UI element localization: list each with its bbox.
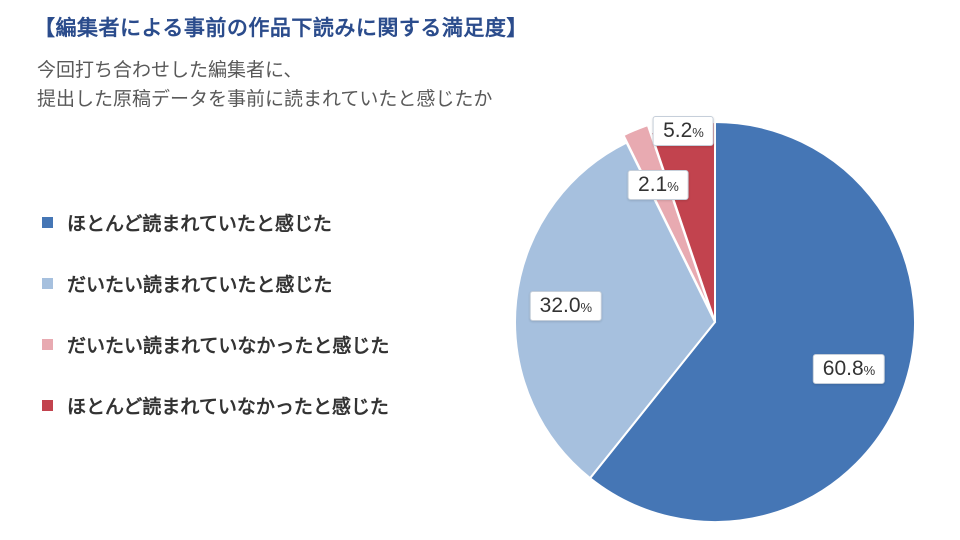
pie-slice-1 bbox=[514, 141, 717, 480]
legend-label: ほとんど読まれていたと感じた bbox=[67, 213, 332, 235]
legend-label: だいたい読まれていなかったと感じた bbox=[67, 335, 390, 357]
legend-swatch-icon bbox=[42, 399, 53, 411]
legend-swatch-icon bbox=[42, 277, 53, 289]
legend-item-0: ほとんど読まれていたと感じた bbox=[42, 212, 389, 235]
chart-legend: ほとんど読まれていたと感じた だいたい読まれていたと感じただいたい読まれていなかっ… bbox=[42, 212, 389, 418]
pie-label-value: 2.1 bbox=[638, 173, 668, 197]
pie-label-percent-sign: % bbox=[580, 299, 593, 315]
chart-subtitle: 今回打ち合わせした編集者に、 提出した原稿データを事前に読まれていたと感じたか bbox=[37, 56, 492, 114]
pie-label-percent-sign: % bbox=[667, 179, 679, 195]
pie-label-1: 32.0% bbox=[529, 290, 603, 321]
pie-label-value: 60.8 bbox=[822, 357, 864, 380]
pie-label-0: 60.8% bbox=[812, 354, 886, 384]
pie-label-percent-sign: % bbox=[692, 124, 704, 140]
pie-chart bbox=[514, 120, 916, 523]
subtitle-line-1: 今回打ち合わせした編集者に、 bbox=[37, 60, 303, 81]
legend-swatch-icon bbox=[42, 216, 53, 228]
pie-label-3: 5.2% bbox=[653, 115, 714, 146]
pie-label-value: 32.0 bbox=[539, 293, 581, 317]
legend-item-2: だいたい読まれていなかったと感じた bbox=[42, 334, 389, 357]
pie-label-percent-sign: % bbox=[863, 363, 876, 378]
subtitle-line-2: 提出した原稿データを事前に読まれていたと感じたか bbox=[37, 89, 493, 110]
chart-title: 【編集者による事前の作品下読みに関する満足度】 bbox=[34, 17, 528, 40]
legend-label: ほとんど読まれていなかったと感じた bbox=[67, 396, 389, 418]
pie-slice-0 bbox=[588, 120, 916, 523]
legend-swatch-icon bbox=[42, 338, 53, 350]
pie-label-value: 5.2 bbox=[663, 118, 693, 142]
legend-label: だいたい読まれていたと感じた bbox=[67, 274, 333, 296]
legend-item-3: ほとんど読まれていなかったと感じた bbox=[42, 395, 389, 418]
pie-label-2: 2.1% bbox=[628, 170, 689, 201]
legend-item-1: だいたい読まれていたと感じた bbox=[42, 273, 389, 296]
